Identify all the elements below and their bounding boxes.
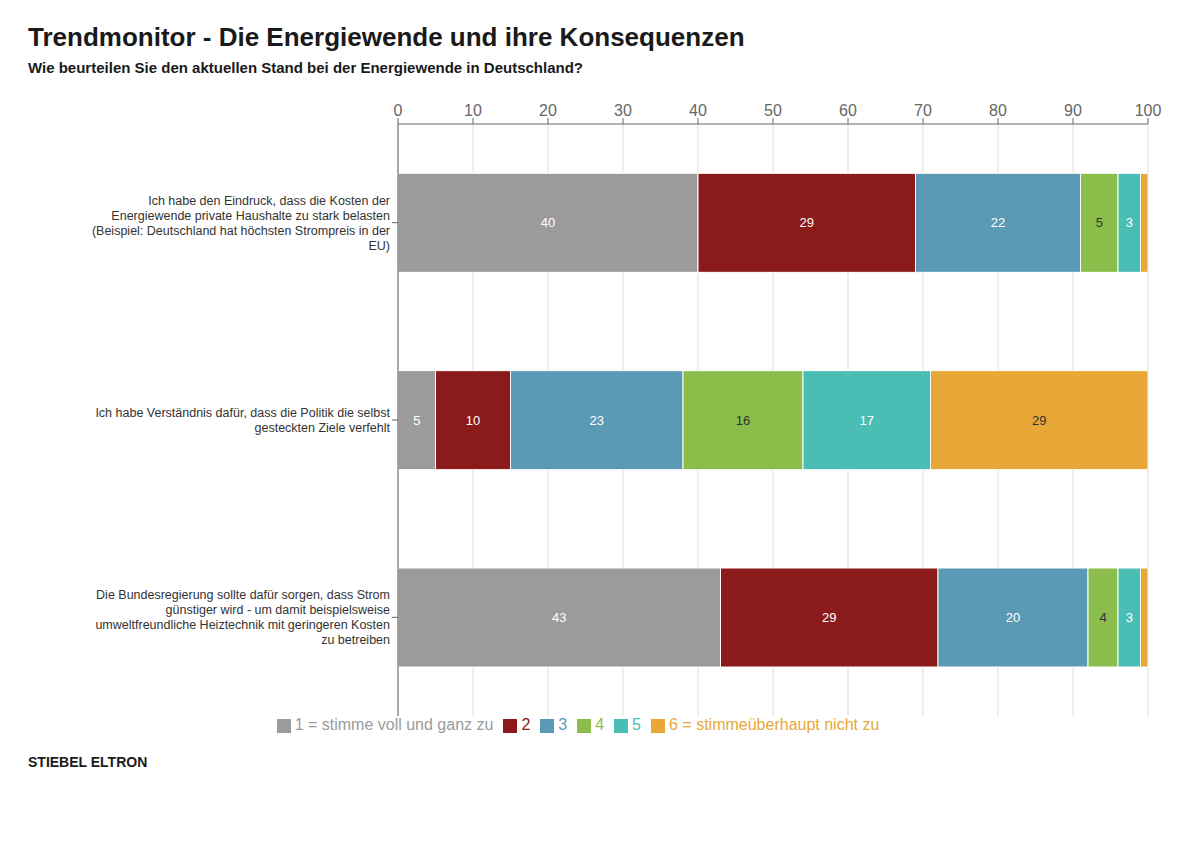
svg-text:10: 10 — [464, 102, 482, 119]
html-text:2: 2 — [521, 716, 531, 733]
html-text:Trendmonitor - Die Energiewend: Trendmonitor - Die Energiewende und ihre… — [28, 22, 745, 52]
svg-text:90: 90 — [1064, 102, 1082, 119]
svg-text:100: 100 — [1135, 102, 1162, 119]
svg-text:5: 5 — [1096, 215, 1103, 230]
svg-text:29: 29 — [800, 215, 814, 230]
svg-text:43: 43 — [552, 610, 566, 625]
svg-text:23: 23 — [590, 413, 604, 428]
svg-text:80: 80 — [989, 102, 1007, 119]
svg-text:29: 29 — [1032, 413, 1046, 428]
svg-text:3: 3 — [1126, 610, 1133, 625]
svg-text:Ich habe Verständnis dafür, da: Ich habe Verständnis dafür, dass die Pol… — [95, 406, 390, 435]
svg-text:70: 70 — [914, 102, 932, 119]
svg-text:4: 4 — [1099, 610, 1106, 625]
html-text:4: 4 — [595, 716, 605, 733]
html-text:5: 5 — [632, 716, 641, 733]
svg-text:20: 20 — [1006, 610, 1020, 625]
html-text:6 = stimmeüberhaupt nicht zu: 6 = stimmeüberhaupt nicht zu — [669, 716, 880, 733]
svg-text:Die Bundesregierung sollte daf: Die Bundesregierung sollte dafür sorgen,… — [95, 588, 390, 647]
html-text:3: 3 — [558, 716, 568, 733]
svg-text:40: 40 — [689, 102, 707, 119]
html-text:Wie beurteilen Sie den aktuell: Wie beurteilen Sie den aktuellen Stand b… — [28, 59, 583, 76]
svg-text:16: 16 — [736, 413, 750, 428]
svg-text:40: 40 — [541, 215, 555, 230]
svg-text:3: 3 — [1126, 215, 1133, 230]
svg-text:0: 0 — [394, 102, 403, 119]
svg-text:17: 17 — [860, 413, 874, 428]
svg-text:Ich habe den Eindruck, dass di: Ich habe den Eindruck, dass die Kosten d… — [92, 194, 390, 253]
svg-text:5: 5 — [413, 413, 420, 428]
svg-text:50: 50 — [764, 102, 782, 119]
svg-text:30: 30 — [614, 102, 632, 119]
svg-text:60: 60 — [839, 102, 857, 119]
html-text:1 = stimme voll und ganz zu: 1 = stimme voll und ganz zu — [294, 716, 494, 733]
svg-text:20: 20 — [539, 102, 557, 119]
svg-text:10: 10 — [466, 413, 480, 428]
svg-text:29: 29 — [822, 610, 836, 625]
svg-text:22: 22 — [991, 215, 1005, 230]
html-text:STIEBEL ELTRON: STIEBEL ELTRON — [28, 754, 148, 770]
